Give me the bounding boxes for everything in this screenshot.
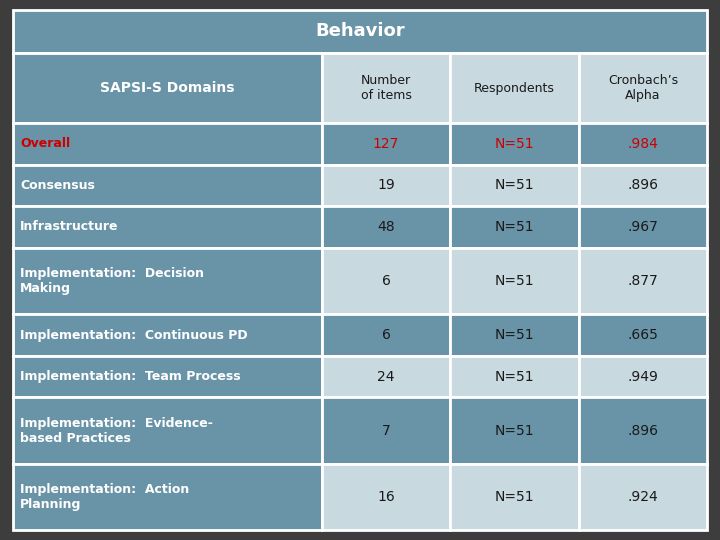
Bar	[579, 53, 707, 123]
Text: .967: .967	[627, 220, 658, 234]
Bar	[13, 356, 322, 397]
Bar	[322, 123, 450, 165]
Text: .984: .984	[627, 137, 658, 151]
Bar	[579, 206, 707, 248]
Text: N=51: N=51	[495, 220, 534, 234]
Bar	[322, 53, 450, 123]
Text: Consensus: Consensus	[20, 179, 95, 192]
Bar	[13, 464, 322, 530]
Text: 48: 48	[377, 220, 395, 234]
Text: .924: .924	[627, 490, 658, 504]
Bar	[450, 356, 579, 397]
Text: N=51: N=51	[495, 137, 534, 151]
Bar	[13, 397, 322, 464]
Text: 6: 6	[382, 274, 390, 288]
Text: Respondents: Respondents	[474, 82, 555, 94]
Bar	[13, 248, 322, 314]
Bar	[13, 206, 322, 248]
Bar	[450, 464, 579, 530]
Bar	[450, 206, 579, 248]
Bar	[579, 356, 707, 397]
Bar	[322, 248, 450, 314]
Text: Infrastructure: Infrastructure	[20, 220, 119, 233]
Bar	[450, 314, 579, 356]
Text: SAPSI-S Domains: SAPSI-S Domains	[100, 81, 235, 95]
Text: Implementation:  Action
Planning: Implementation: Action Planning	[20, 483, 189, 511]
Bar	[13, 53, 322, 123]
Text: N=51: N=51	[495, 328, 534, 342]
Bar	[322, 314, 450, 356]
Bar	[322, 206, 450, 248]
Bar	[13, 123, 322, 165]
Bar	[13, 165, 322, 206]
Bar	[450, 248, 579, 314]
Text: Overall: Overall	[20, 137, 71, 151]
Bar	[322, 397, 450, 464]
Text: 7: 7	[382, 423, 390, 437]
Bar	[579, 123, 707, 165]
Bar	[322, 464, 450, 530]
Text: N=51: N=51	[495, 178, 534, 192]
Bar	[450, 123, 579, 165]
Bar	[450, 165, 579, 206]
Text: 19: 19	[377, 178, 395, 192]
Text: 24: 24	[377, 369, 395, 383]
Bar	[322, 356, 450, 397]
Text: .896: .896	[627, 423, 658, 437]
Bar	[13, 10, 707, 53]
Text: .896: .896	[627, 178, 658, 192]
Text: Implementation:  Team Process: Implementation: Team Process	[20, 370, 240, 383]
Text: N=51: N=51	[495, 369, 534, 383]
Text: .949: .949	[627, 369, 658, 383]
Bar	[579, 464, 707, 530]
Bar	[450, 397, 579, 464]
Text: Implementation:  Evidence-
based Practices: Implementation: Evidence- based Practice…	[20, 416, 213, 444]
Text: .665: .665	[627, 328, 658, 342]
Text: Implementation:  Decision
Making: Implementation: Decision Making	[20, 267, 204, 295]
Bar	[450, 53, 579, 123]
Bar	[579, 165, 707, 206]
Text: Cronbach’s
Alpha: Cronbach’s Alpha	[608, 74, 678, 102]
Text: Implementation:  Continuous PD: Implementation: Continuous PD	[20, 328, 248, 341]
Text: N=51: N=51	[495, 423, 534, 437]
Text: 6: 6	[382, 328, 390, 342]
Text: 16: 16	[377, 490, 395, 504]
Text: Behavior: Behavior	[315, 22, 405, 40]
Text: Number
of items: Number of items	[361, 74, 411, 102]
Bar	[579, 397, 707, 464]
Text: .877: .877	[627, 274, 658, 288]
Bar	[13, 314, 322, 356]
Bar	[579, 314, 707, 356]
Text: 127: 127	[373, 137, 399, 151]
Bar	[322, 165, 450, 206]
Text: N=51: N=51	[495, 490, 534, 504]
Bar	[579, 248, 707, 314]
Text: N=51: N=51	[495, 274, 534, 288]
